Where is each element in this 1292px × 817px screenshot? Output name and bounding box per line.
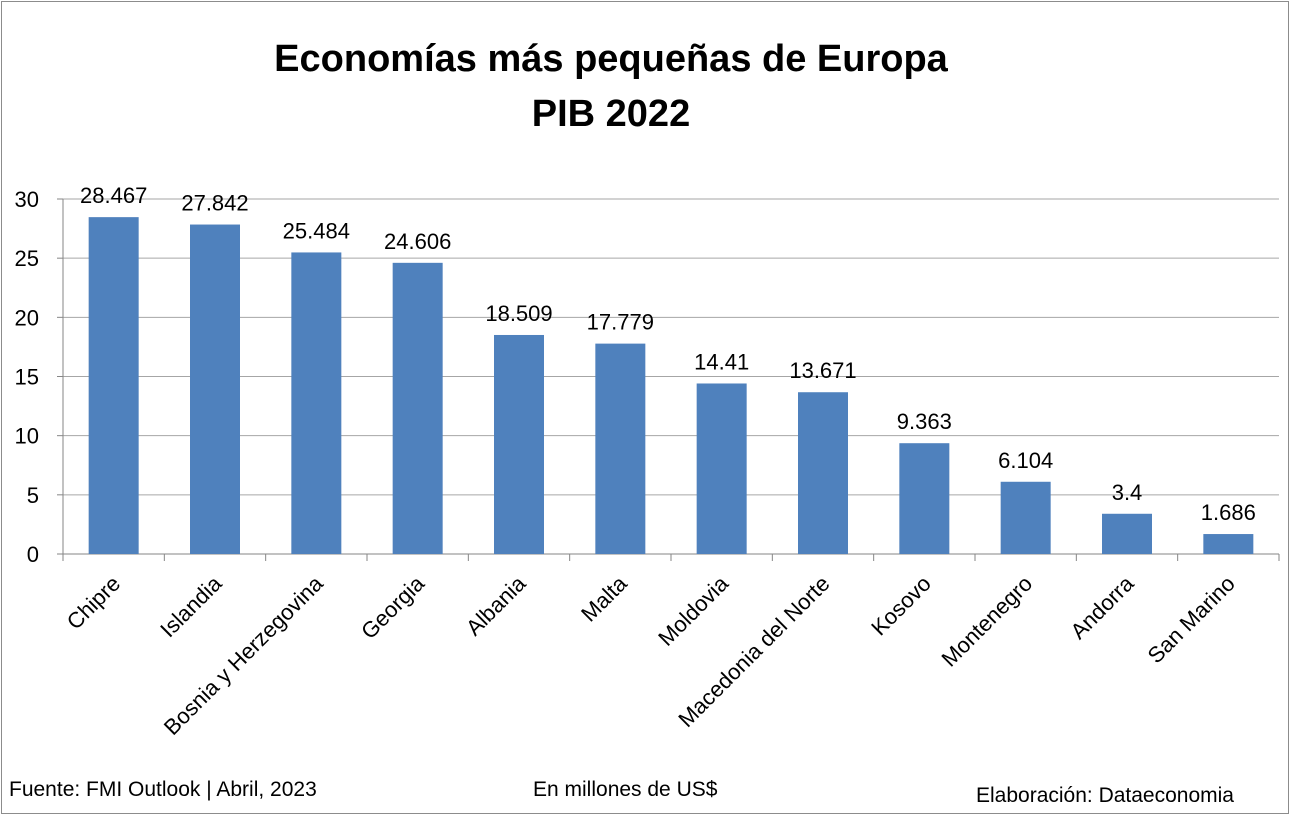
bar	[1000, 481, 1051, 554]
data-label: 9.363	[897, 409, 952, 434]
bar	[190, 224, 240, 555]
data-label: 1.686	[1201, 500, 1256, 525]
bar	[899, 443, 950, 554]
x-tick-label: Montenegro	[936, 571, 1037, 672]
y-tick-label: 20	[15, 305, 39, 330]
bar	[291, 252, 342, 554]
data-label: 13.671	[789, 358, 856, 383]
x-tick-label: Andorra	[1066, 570, 1140, 644]
chart-title: Economías más pequeñas de Europa	[274, 38, 948, 80]
y-tick-label: 5	[27, 483, 39, 508]
y-tick-label: 0	[27, 542, 39, 567]
data-label: 17.779	[587, 310, 654, 335]
chart-subtitle: PIB 2022	[531, 93, 691, 135]
bar	[798, 392, 848, 554]
data-label: 27.842	[181, 191, 248, 216]
data-label: 25.484	[283, 218, 350, 243]
x-tick-label: Islandia	[155, 570, 227, 642]
footer-credit: Elaboración: Dataeconomia	[976, 784, 1234, 807]
y-tick-label: 15	[15, 365, 39, 390]
bar	[494, 334, 544, 554]
data-label: 6.104	[998, 448, 1053, 473]
footer-source: Fuente: FMI Outlook | Abril, 2023	[9, 778, 317, 801]
bar	[392, 262, 443, 554]
bar	[595, 343, 646, 554]
x-tick-label: Malta	[576, 570, 632, 626]
footer-units: En millones de US$	[533, 778, 718, 801]
bar	[88, 217, 139, 554]
x-tick-label: Kosovo	[866, 571, 936, 641]
x-tick-label: Georgia	[356, 570, 430, 644]
data-label: 18.509	[485, 301, 552, 326]
x-tick-label: Albania	[461, 570, 531, 640]
x-tick-label: San Marino	[1143, 571, 1240, 668]
data-label: 3.4	[1112, 480, 1143, 505]
x-tick-label: Chipre	[62, 571, 126, 635]
y-tick-label: 10	[15, 424, 39, 449]
data-label: 28.467	[80, 183, 147, 208]
x-tick-label: Moldovia	[653, 570, 733, 650]
data-label: 14.41	[694, 349, 749, 374]
y-tick-label: 30	[15, 187, 39, 212]
bar	[696, 383, 747, 554]
data-label: 24.606	[384, 229, 451, 254]
bar	[1203, 534, 1254, 554]
bar	[1102, 513, 1152, 554]
y-tick-label: 25	[15, 246, 39, 271]
